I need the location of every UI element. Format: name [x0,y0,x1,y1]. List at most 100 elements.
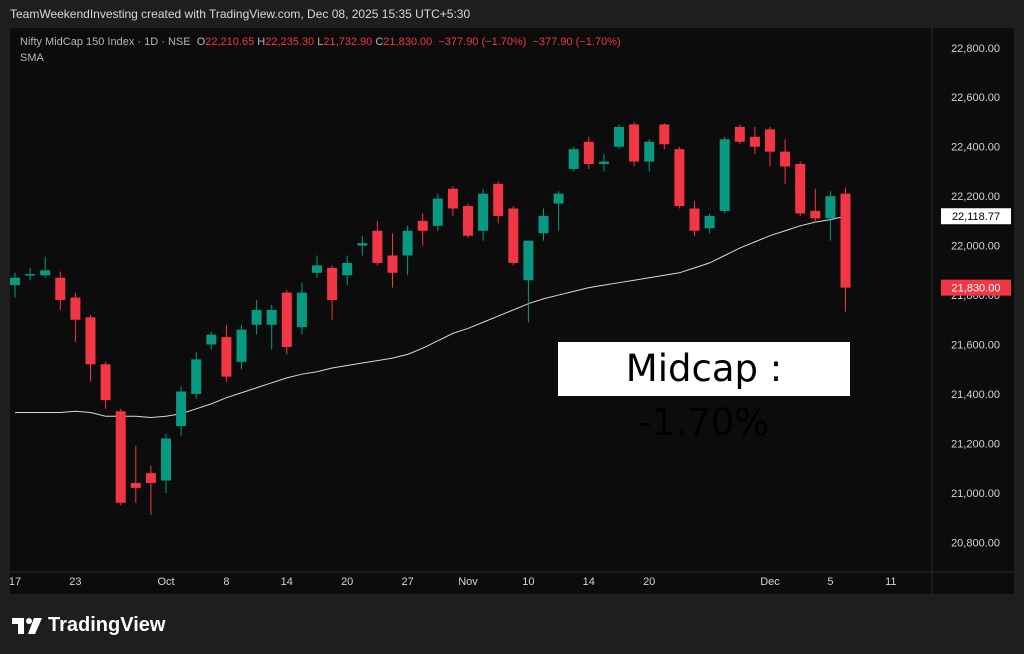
candle-body [296,292,307,328]
sma-value-tag [941,208,1011,225]
candle-body [493,183,504,216]
last-price-label: 21,830.00 [952,283,1001,295]
credit-bar: TeamWeekendInvesting created with Tradin… [0,0,1024,28]
candle-body [674,149,685,207]
x-tick-label: 23 [69,576,81,588]
sma-line [15,215,846,418]
y-tick-label: 21,600.00 [951,340,1000,352]
x-tick-label: 14 [281,576,293,588]
x-tick-label: Oct [157,576,174,588]
candle-body [236,329,247,362]
candle-body [191,359,202,394]
candle-body [825,196,836,219]
candle-body [840,193,851,288]
candle-body [357,243,368,246]
candle-body [40,270,51,276]
candle-body [10,277,20,286]
candle-body [765,129,775,152]
close-label: C [375,36,384,48]
candle-body [417,220,428,231]
candle-body [478,193,489,231]
x-tick-label: 10 [522,576,534,588]
candle-body [25,274,36,276]
y-tick-label: 21,200.00 [951,438,1000,450]
candle-body [447,188,458,209]
candle-body [689,208,700,231]
sma-value-label: 22,118.77 [952,211,1000,223]
candle-body [312,265,322,273]
candle-body [780,151,791,167]
y-tick-label: 22,600.00 [951,92,1000,104]
candle-body [432,198,443,226]
x-tick-label: 14 [583,576,595,588]
chart-area[interactable]: 22,800.00 22,600.00 22,400.00 22,200.00 22,0… [10,28,1014,594]
symbol-legend: Nifty MidCap 150 Index · 1D · NSE O22,21… [20,36,621,48]
x-tick-label: 27 [401,576,413,588]
candle-body [70,297,81,320]
candle-body [538,215,549,234]
open-value: 22,210.65 [205,36,255,48]
y-tick-label: 20,800.00 [951,537,1000,549]
candle-body [508,208,519,263]
low-label: L [317,36,324,48]
y-tick-label: 21,000.00 [951,488,1000,500]
candle-body [342,262,353,276]
candle-body [523,240,534,281]
x-tick-label: 17 [10,576,21,588]
y-tick-label: 22,800.00 [951,43,1000,55]
candle-body [251,309,262,325]
candle-body [553,193,564,204]
candle-body [327,267,338,300]
candle-body [387,255,398,273]
tradingview-brand[interactable]: TradingView [12,614,165,637]
candle-body [644,141,655,162]
change-value: −377.90 (−1.70%) [438,36,527,48]
x-tick-label: 11 [885,576,896,588]
candle-body [85,317,96,365]
tradingview-logo-icon [12,617,42,634]
candle-body [583,141,594,164]
x-tick-label: 20 [341,576,353,588]
symbol-info: Nifty MidCap 150 Index · 1D · NSE [20,36,191,48]
candle-body [810,210,821,219]
candle-body [221,337,232,377]
candle-body [206,334,217,345]
open-label: O [196,36,206,48]
candle-body [704,215,715,229]
y-tick-label: 22,400.00 [951,142,1000,154]
candle-body [130,482,141,488]
x-tick-label: 5 [827,576,833,588]
high-value: 22,235.30 [265,36,315,48]
candle-body [614,126,624,147]
x-tick-label: Dec [760,576,780,588]
y-tick-label: 21,400.00 [951,389,1000,401]
candle-body [598,161,609,164]
candle-body [568,149,579,169]
candle-body [176,391,187,427]
sma-legend: SMA [20,52,44,64]
candle-body [55,277,66,300]
candle-body [463,206,473,236]
candle-body [795,164,806,214]
candle-body [372,230,383,263]
candlestick-chart[interactable]: 22,800.00 22,600.00 22,400.00 22,200.00 22,0… [10,28,1014,594]
candle-body [734,126,745,142]
candle-body [281,292,292,347]
candle-body [402,230,413,256]
x-tick-label: 8 [223,576,229,588]
y-tick-label: 22,200.00 [951,191,1000,203]
x-tick-label: Nov [458,576,478,588]
midcap-callout: Midcap : -1.70% [558,342,850,444]
x-tick-label: 20 [643,576,655,588]
candle-body [659,124,670,145]
candle-body [145,473,156,483]
candle-body [161,438,171,481]
brand-name: TradingView [48,614,166,636]
candle-body [629,124,640,162]
candle-body [719,139,730,211]
candle-body [115,411,126,503]
candle-body [266,309,277,325]
last-price-tag [941,279,1011,296]
y-tick-label: 22,000.00 [951,241,1000,253]
close-value: 21,830.00 [383,36,433,48]
